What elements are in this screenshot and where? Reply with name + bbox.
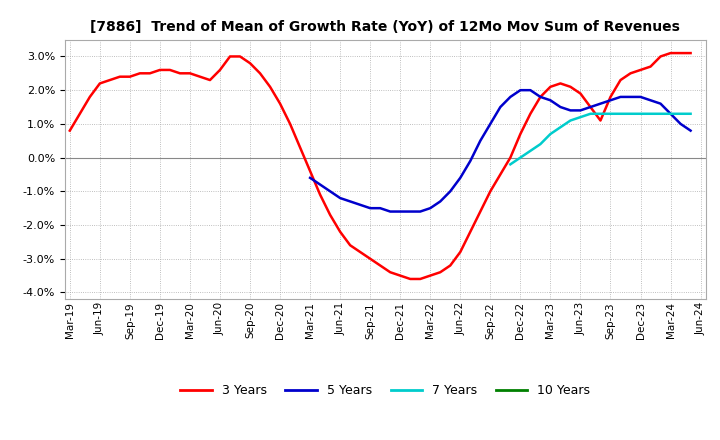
5 Years	[326, 189, 335, 194]
7 Years	[616, 111, 625, 117]
7 Years	[506, 162, 515, 167]
Title: [7886]  Trend of Mean of Growth Rate (YoY) of 12Mo Mov Sum of Revenues: [7886] Trend of Mean of Growth Rate (YoY…	[90, 20, 680, 34]
5 Years	[406, 209, 415, 214]
5 Years	[596, 101, 605, 106]
5 Years	[376, 205, 384, 211]
5 Years	[416, 209, 425, 214]
5 Years	[446, 189, 454, 194]
5 Years	[456, 175, 464, 180]
3 Years	[686, 51, 695, 56]
5 Years	[306, 175, 315, 180]
7 Years	[636, 111, 645, 117]
5 Years	[356, 202, 364, 207]
7 Years	[566, 118, 575, 123]
3 Years	[506, 155, 515, 160]
7 Years	[546, 132, 554, 137]
7 Years	[586, 111, 595, 117]
5 Years	[676, 121, 685, 127]
5 Years	[546, 98, 554, 103]
7 Years	[536, 142, 545, 147]
5 Years	[536, 94, 545, 99]
5 Years	[566, 108, 575, 113]
5 Years	[316, 182, 325, 187]
5 Years	[516, 88, 525, 93]
5 Years	[486, 121, 495, 127]
5 Years	[396, 209, 405, 214]
5 Years	[366, 205, 374, 211]
7 Years	[626, 111, 635, 117]
5 Years	[586, 104, 595, 110]
7 Years	[526, 148, 535, 154]
7 Years	[556, 125, 564, 130]
7 Years	[666, 111, 675, 117]
7 Years	[656, 111, 665, 117]
Line: 5 Years: 5 Years	[310, 90, 690, 212]
3 Years	[406, 276, 415, 282]
7 Years	[647, 111, 655, 117]
5 Years	[506, 94, 515, 99]
Legend: 3 Years, 5 Years, 7 Years, 10 Years: 3 Years, 5 Years, 7 Years, 10 Years	[176, 379, 595, 402]
5 Years	[656, 101, 665, 106]
5 Years	[626, 94, 635, 99]
3 Years	[235, 54, 244, 59]
3 Years	[356, 249, 364, 255]
5 Years	[466, 158, 474, 164]
5 Years	[386, 209, 395, 214]
5 Years	[686, 128, 695, 133]
5 Years	[526, 88, 535, 93]
5 Years	[476, 138, 485, 143]
7 Years	[576, 114, 585, 120]
5 Years	[426, 205, 435, 211]
7 Years	[676, 111, 685, 117]
5 Years	[346, 199, 354, 204]
3 Years	[376, 263, 384, 268]
7 Years	[516, 155, 525, 160]
7 Years	[686, 111, 695, 117]
3 Years	[666, 51, 675, 56]
3 Years	[256, 71, 264, 76]
5 Years	[336, 195, 344, 201]
7 Years	[606, 111, 615, 117]
5 Years	[647, 98, 655, 103]
7 Years	[596, 111, 605, 117]
5 Years	[576, 108, 585, 113]
3 Years	[66, 128, 74, 133]
5 Years	[666, 111, 675, 117]
Line: 3 Years: 3 Years	[70, 53, 690, 279]
5 Years	[556, 104, 564, 110]
Line: 7 Years: 7 Years	[510, 114, 690, 165]
5 Years	[436, 199, 444, 204]
5 Years	[606, 98, 615, 103]
3 Years	[676, 51, 685, 56]
5 Years	[616, 94, 625, 99]
5 Years	[496, 104, 505, 110]
5 Years	[636, 94, 645, 99]
